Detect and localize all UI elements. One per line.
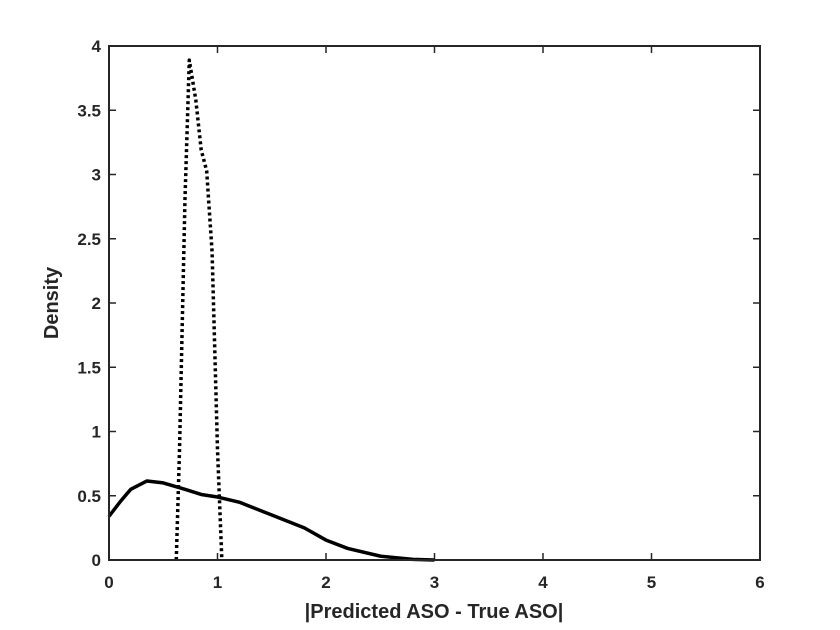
y-tick-label: 0.5 <box>77 487 101 506</box>
x-tick-label: 1 <box>213 573 222 592</box>
x-tick-label: 2 <box>321 573 330 592</box>
y-tick-label: 1 <box>92 423 101 442</box>
y-tick-label: 3 <box>92 166 101 185</box>
data-line <box>107 479 435 562</box>
x-tick-label: 3 <box>430 573 439 592</box>
plot-box <box>108 45 761 561</box>
x-tick-label: 4 <box>538 573 548 592</box>
y-axis-label: Density <box>41 266 63 339</box>
y-tick-label: 2 <box>92 294 101 313</box>
y-tick-label: 4 <box>92 37 102 56</box>
y-tick-label: 3.5 <box>77 101 101 120</box>
y-tick-label: 2.5 <box>77 230 101 249</box>
data-line <box>174 58 224 561</box>
x-tick-label: 0 <box>104 573 113 592</box>
y-tick-label: 1.5 <box>77 358 101 377</box>
y-tick-label: 0 <box>92 551 101 570</box>
x-tick-label: 6 <box>755 573 764 592</box>
x-tick-label: 5 <box>647 573 656 592</box>
x-axis-label: |Predicted ASO - True ASO| <box>305 601 564 623</box>
